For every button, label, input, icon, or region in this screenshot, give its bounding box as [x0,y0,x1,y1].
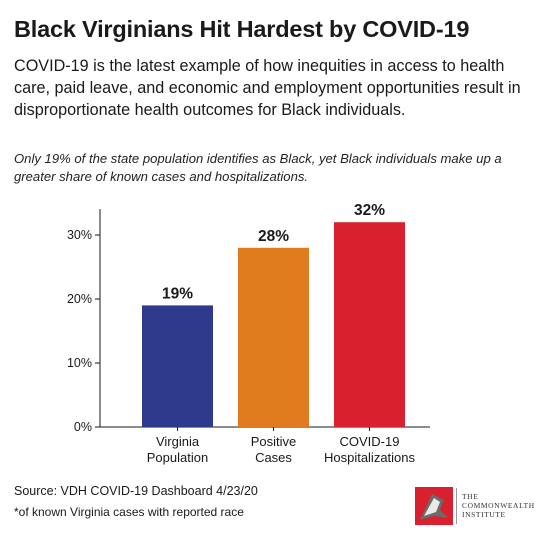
logo-line: Institute [462,510,506,519]
bar [142,305,213,427]
data-label: 32% [354,202,385,219]
x-tick-label: Hospitalizations [324,450,416,465]
y-tick-label: 0% [74,420,92,434]
source-note: Source: VDH COVID-19 Dashboard 4/23/20 [14,484,258,498]
logo-divider [456,488,457,524]
x-tick-label: Positive [251,434,297,449]
footnote: *of known Virginia cases with reported r… [14,505,244,519]
y-tick-label: 30% [67,228,92,242]
chart-title: Black Virginians Hit Hardest by COVID-19 [14,16,470,42]
logo-wordmark: The Commonwealth Institute [462,492,535,519]
y-tick-label: 10% [67,356,92,370]
logo-mark-icon [415,487,453,525]
y-tick-label: 20% [67,292,92,306]
x-tick-label: Virginia [156,434,200,449]
logo-line: The [462,492,479,501]
bar [334,222,405,427]
chart-annotation: Only 19% of the state population identif… [14,151,502,184]
bar [238,247,309,427]
x-tick-label: COVID-19 [340,434,400,449]
commonwealth-institute-logo: The Commonwealth Institute [414,486,534,526]
data-label: 28% [258,228,289,245]
x-tick-label: Cases [255,450,292,465]
data-label: 19% [162,285,193,302]
x-tick-label: Population [147,450,208,465]
logo-line: Commonwealth [462,501,535,510]
chart-subtitle: COVID-19 is the latest example of how in… [14,57,521,119]
